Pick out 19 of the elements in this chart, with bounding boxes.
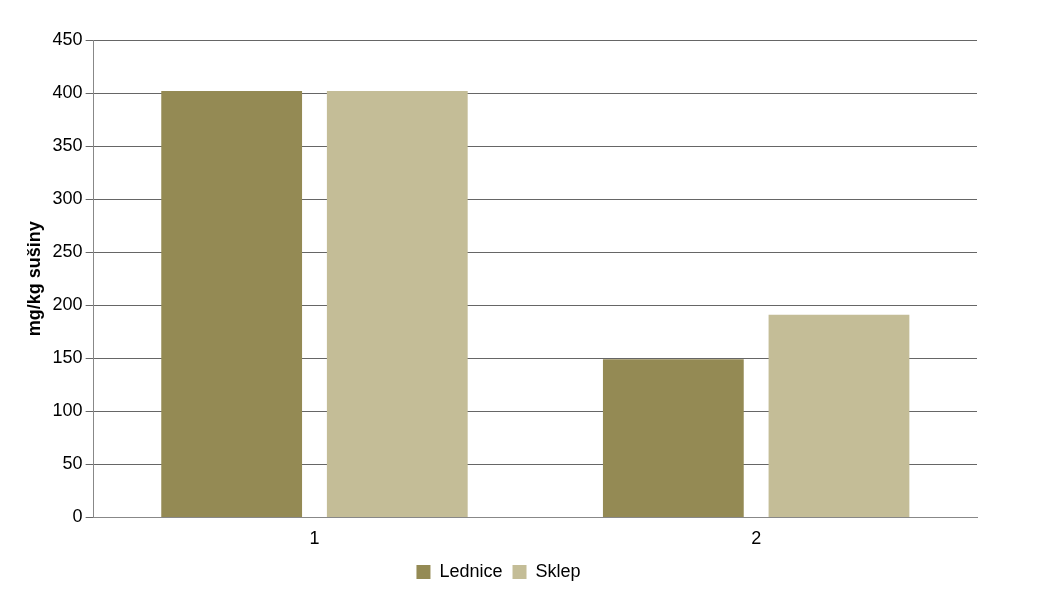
- y-tick-label: 450: [52, 28, 83, 49]
- x-tick-label: 2: [751, 528, 762, 549]
- y-tick-label: 400: [52, 82, 83, 103]
- y-tick-label: 200: [52, 294, 83, 315]
- y-tick-label: 350: [52, 135, 83, 156]
- y-tick-label: 300: [52, 188, 83, 209]
- bar: [161, 90, 303, 517]
- bar: [768, 314, 910, 517]
- y-tick-label: 150: [52, 347, 83, 368]
- legend-label: Sklep: [535, 560, 581, 581]
- x-tick-label: 1: [309, 528, 320, 549]
- y-tick-label: 100: [52, 400, 83, 421]
- y-tick-label: 0: [72, 506, 83, 527]
- legend-label: Lednice: [439, 560, 503, 581]
- y-tick-label: 50: [62, 453, 83, 474]
- y-axis-title: mg/kg sušiny: [23, 221, 44, 337]
- y-tick-label: 250: [52, 241, 83, 262]
- bar: [326, 90, 468, 517]
- bar: [602, 359, 744, 517]
